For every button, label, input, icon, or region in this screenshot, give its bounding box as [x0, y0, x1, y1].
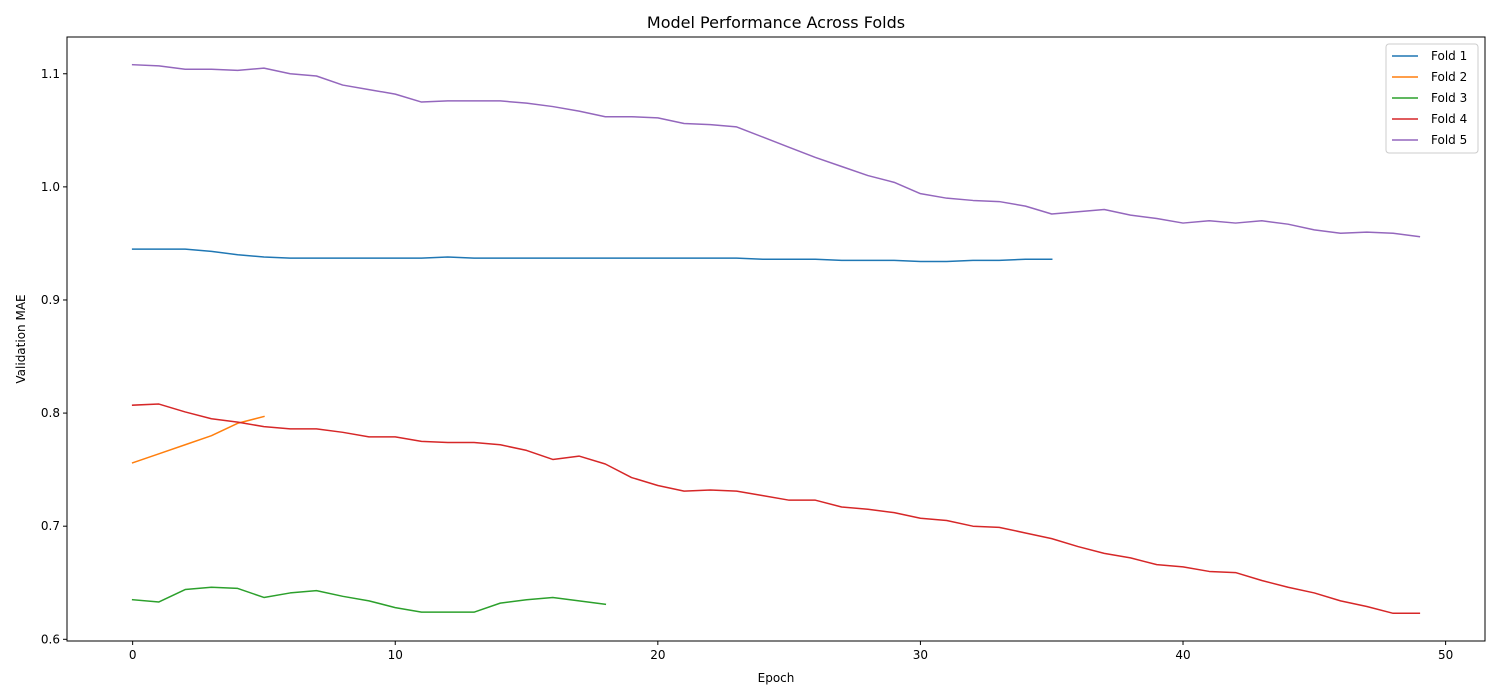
plot-frame [66, 36, 1486, 642]
series-layer [131, 63, 1421, 615]
x-axis-title: Epoch [758, 671, 795, 685]
x-tick-label: 50 [1438, 648, 1453, 662]
y-tick-label: 0.9 [41, 293, 60, 307]
series-line-fold-4 [131, 403, 1421, 615]
ticks-layer: 0 10 20 30 40 50 0.6 0.7 0.8 0.9 1.0 1.1 [41, 67, 1453, 662]
x-tick-label: 40 [1175, 648, 1190, 662]
y-tick-label: 1.0 [41, 180, 60, 194]
series-line-fold-5 [131, 63, 1421, 238]
legend-label-fold-3: Fold 3 [1431, 91, 1467, 105]
legend-label-fold-2: Fold 2 [1431, 70, 1467, 84]
chart-title: Model Performance Across Folds [647, 13, 905, 32]
series-line-fold-1 [131, 248, 1053, 263]
series-line-fold-3 [131, 586, 607, 613]
legend-box [1385, 43, 1479, 154]
legend: Fold 1 Fold 2 Fold 3 Fold 4 Fold 5 [1385, 43, 1479, 154]
x-tick-label: 20 [650, 648, 665, 662]
x-tick-label: 10 [388, 648, 403, 662]
legend-label-fold-5: Fold 5 [1431, 133, 1467, 147]
x-tick-label: 30 [913, 648, 928, 662]
y-axis-title: Validation MAE [14, 294, 28, 383]
legend-label-fold-4: Fold 4 [1431, 112, 1467, 126]
x-tick-label: 0 [129, 648, 137, 662]
y-tick-label: 0.7 [41, 519, 60, 533]
y-tick-label: 0.6 [41, 632, 60, 646]
legend-label-fold-1: Fold 1 [1431, 49, 1467, 63]
plot-area [66, 36, 1486, 642]
y-tick-label: 0.8 [41, 406, 60, 420]
y-tick-label: 1.1 [41, 67, 60, 81]
